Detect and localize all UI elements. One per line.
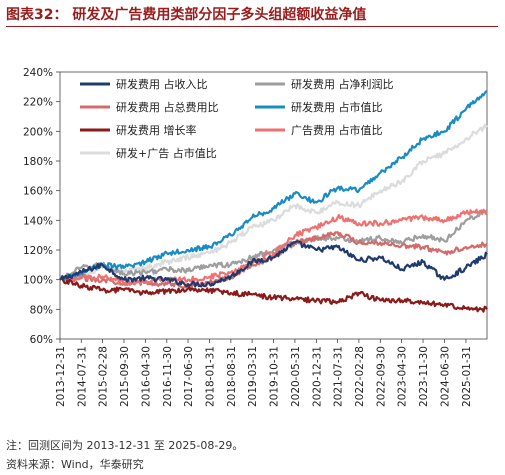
series-line <box>59 208 488 281</box>
x-tick-label: 2020-05-31 <box>290 346 302 407</box>
x-tick-label: 2018-01-31 <box>205 346 217 407</box>
backtest-note: 注：回测区间为 2013-12-31 至 2025-08-29。 <box>6 439 244 452</box>
line-chart: 60% 80% 100% 120% 140% 160% 180% 200% 220% 240% 20… <box>23 67 488 407</box>
x-tick-label: 2016-11-30 <box>162 346 174 407</box>
y-tick-label: 80% <box>30 304 53 316</box>
x-tick-label: 2017-06-30 <box>183 346 195 407</box>
legend-label: 研发+广告 占市值比 <box>116 146 217 160</box>
y-tick-label: 160% <box>23 186 53 198</box>
x-tick-label: 2021-07-31 <box>333 346 345 407</box>
legend-label: 研发费用 占市值比 <box>291 100 383 114</box>
chart-axes: 60% 80% 100% 120% 140% 160% 180% 200% 220% 240% 20… <box>23 67 488 407</box>
y-tick-label: 180% <box>23 156 53 168</box>
x-tick-label: 2023-04-30 <box>397 346 409 407</box>
x-tick-label: 2025-01-31 <box>461 346 473 407</box>
x-tick-label: 2018-08-31 <box>226 346 238 407</box>
figure-title: 图表32： 研发及广告费用类部分因子多头组超额收益净值 <box>6 7 367 23</box>
y-tick-label: 240% <box>23 67 53 79</box>
series-line <box>59 277 488 313</box>
y-tick-label: 120% <box>23 245 53 257</box>
y-tick-label: 220% <box>23 97 53 109</box>
x-tick-label: 2015-02-28 <box>98 346 110 407</box>
x-tick-label: 2024-06-30 <box>439 346 451 407</box>
y-tick-label: 60% <box>30 334 53 346</box>
legend-label: 研发费用 占收入比 <box>116 77 208 91</box>
y-tick-label: 140% <box>23 215 53 227</box>
x-tick-label: 2016-04-30 <box>140 346 152 407</box>
y-tick-label: 100% <box>23 275 53 287</box>
legend-label: 研发费用 占总费用比 <box>116 100 219 114</box>
series-line <box>59 240 488 288</box>
chart-lines <box>59 90 488 313</box>
series-line <box>59 90 488 281</box>
legend-label: 研发费用 占净利润比 <box>291 77 394 91</box>
x-tick-label: 2019-10-31 <box>269 346 281 407</box>
source-note: 资料来源：Wind，华泰研究 <box>6 458 144 471</box>
series-line <box>59 208 488 287</box>
legend-label: 广告费用 占市值比 <box>291 123 383 137</box>
x-tick-label: 2022-09-30 <box>375 346 387 407</box>
x-tick-label: 2013-12-31 <box>55 346 67 407</box>
title-rule <box>6 26 498 27</box>
x-tick-label: 2022-02-28 <box>354 346 366 407</box>
x-tick-label: 2019-03-31 <box>247 346 259 407</box>
legend-label: 研发费用 增长率 <box>116 123 197 137</box>
x-tick-label: 2015-09-30 <box>119 346 131 407</box>
x-tick-label: 2020-12-31 <box>311 346 323 407</box>
series-line <box>59 123 488 282</box>
y-tick-label: 200% <box>23 126 53 138</box>
x-tick-label: 2023-11-30 <box>418 346 430 407</box>
x-tick-label: 2014-07-31 <box>76 346 88 407</box>
